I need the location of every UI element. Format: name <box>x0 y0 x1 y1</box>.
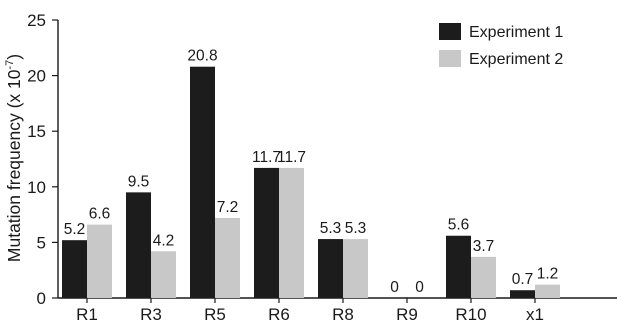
y-tick-label: 5 <box>37 233 46 252</box>
x-tick-label: R10 <box>455 305 486 323</box>
bar-experiment-1 <box>318 239 343 298</box>
y-axis-title: Mutation frequency (x 10-7) <box>4 54 24 262</box>
y-axis-title-main: Mutation frequency (x 10 <box>4 69 24 262</box>
y-tick-label: 10 <box>27 178 46 197</box>
bar-experiment-1 <box>126 192 151 298</box>
data-label: 7.2 <box>217 199 239 216</box>
x-tick-label: R6 <box>268 305 290 323</box>
bar-experiment-2 <box>87 224 112 298</box>
data-label: 5.6 <box>448 217 470 234</box>
data-label: 11.7 <box>252 149 281 166</box>
data-label: 1.2 <box>537 266 559 283</box>
bar-experiment-2 <box>215 217 240 298</box>
data-label: 5.3 <box>320 220 342 237</box>
data-label: 4.2 <box>153 232 175 249</box>
y-tick-label: 15 <box>27 122 46 141</box>
data-label: 9.5 <box>128 173 150 190</box>
data-label: 0 <box>415 279 424 296</box>
legend-label: Experiment 1 <box>469 24 563 41</box>
y-tick-label: 20 <box>27 67 46 86</box>
axes: 0 5 10 15 20 25 R1 R3 R5 R6 R8 R9 R10 x1 <box>27 11 617 324</box>
bar-experiment-2 <box>343 239 368 298</box>
bar-experiment-2 <box>151 251 176 298</box>
bar-experiment-2 <box>471 256 496 298</box>
y-axis-title-exponent: -7 <box>4 60 16 70</box>
bars <box>62 66 560 298</box>
x-tick-label: R5 <box>204 305 226 323</box>
data-labels: 5.2 9.5 20.8 11.7 5.3 0 5.6 0.7 6.6 4.2 7.2 11.7 5.3… <box>64 48 559 296</box>
data-label: 3.7 <box>473 238 495 255</box>
x-tick-label: R3 <box>140 305 162 323</box>
x-tick-label: R8 <box>332 305 354 323</box>
legend-swatch <box>439 23 461 40</box>
data-label: 0 <box>390 279 399 296</box>
x-tick-label: R9 <box>396 305 418 323</box>
data-label: 5.2 <box>64 221 86 238</box>
bar-experiment-1 <box>190 66 215 298</box>
bar-experiment-1 <box>62 240 87 298</box>
bar-experiment-2 <box>279 167 304 298</box>
y-axis-title-end: ) <box>4 54 24 60</box>
bar-experiment-2 <box>535 284 560 298</box>
y-tick-label: 25 <box>27 11 46 30</box>
legend-swatch <box>439 50 461 67</box>
data-label: 6.6 <box>89 206 111 223</box>
bar-experiment-1 <box>446 235 471 298</box>
x-tick-label: R1 <box>76 305 98 323</box>
legend: Experiment 1 Experiment 2 <box>439 23 563 68</box>
bar-experiment-1 <box>254 167 279 298</box>
data-label: 20.8 <box>187 48 217 65</box>
legend-label: Experiment 2 <box>469 51 563 68</box>
data-label: 0.7 <box>512 271 534 288</box>
y-tick-label: 0 <box>37 289 46 308</box>
x-tick-label: x1 <box>526 305 544 323</box>
data-label: 5.3 <box>345 220 367 237</box>
bar-experiment-1 <box>510 290 535 298</box>
data-label: 11.7 <box>277 149 306 166</box>
